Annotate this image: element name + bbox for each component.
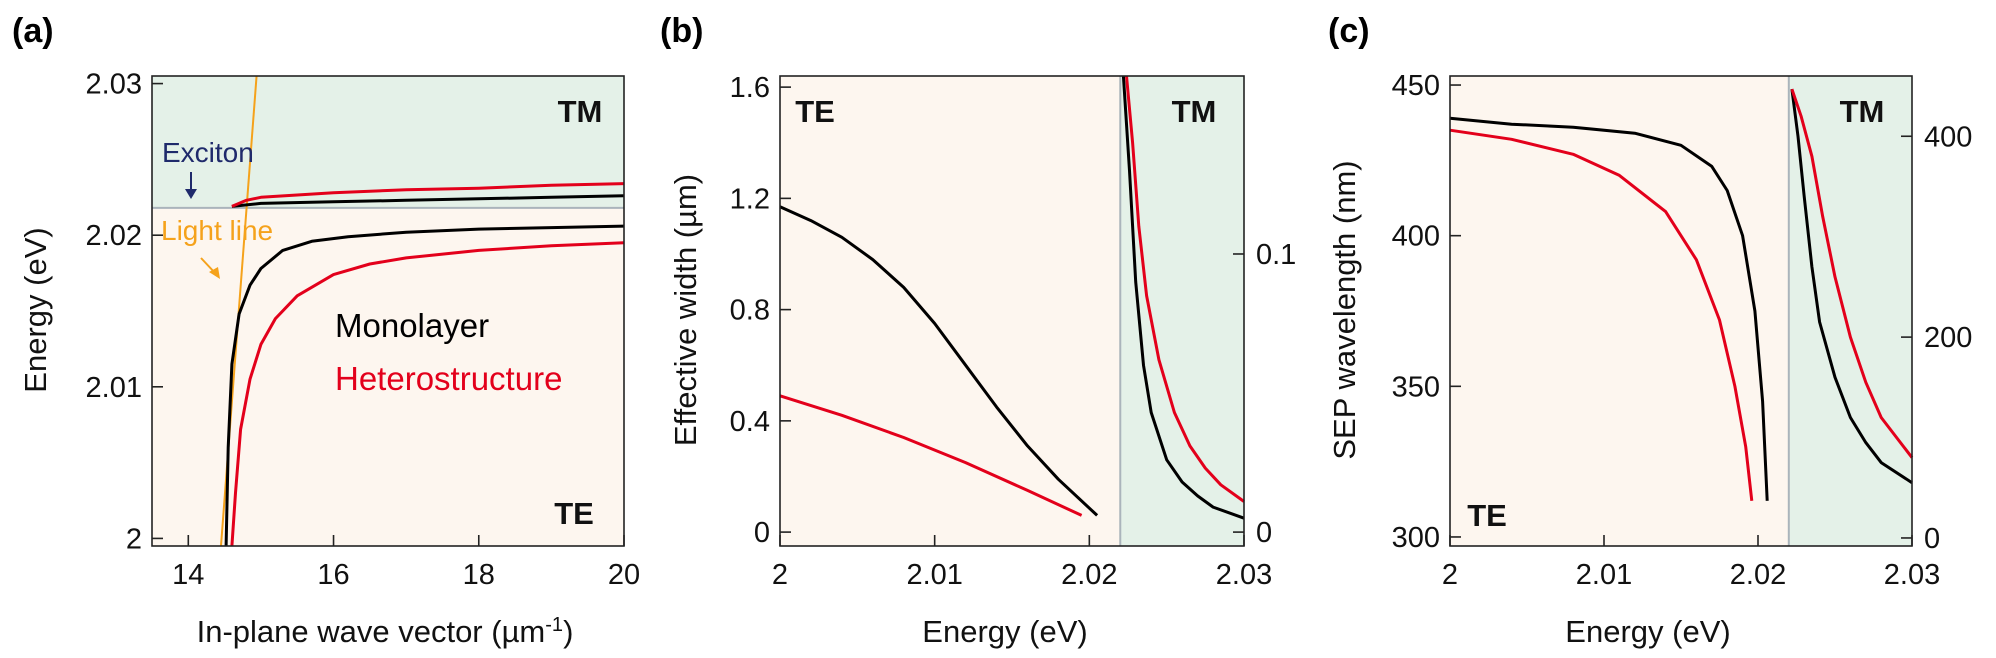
panel-a-y-axis-title: Energy (eV)	[18, 227, 53, 392]
x-tick-label: 18	[463, 559, 495, 591]
panel-b-y-axis-title: Effective width (µm)	[668, 174, 703, 446]
tm-region-background	[1788, 76, 1912, 546]
y-tick-label: 400	[1392, 221, 1440, 253]
heterostructure-curve-c-3	[1790, 88, 1914, 459]
exciton-arrow-head	[185, 189, 197, 199]
heterostructure-curve-b-1	[779, 394, 1083, 517]
x-tick-label: 2.03	[1884, 559, 1940, 591]
y-tick-label: 0.8	[730, 295, 770, 327]
monolayer-curve-c-2	[1790, 88, 1913, 484]
panel-a-x-ticks: 14 16 18 20	[172, 535, 640, 591]
panel-a: (a) 14 16 18 20 2 2.01 2.02 2.03 TM TE Exciton…	[12, 12, 640, 649]
y-tick-label: 2	[126, 523, 142, 555]
tm-region-label: TM	[1840, 94, 1885, 129]
panel-c-label: (c)	[1328, 12, 1370, 50]
x-tick-label: 2	[1442, 559, 1458, 591]
panel-a-x-axis-title: In-plane wave vector (µm-1)	[197, 614, 574, 649]
panel-b-y-ticks: 0 0.4 0.8 1.2 1.6	[730, 72, 791, 549]
y-tick-label: 1.6	[730, 72, 770, 104]
x-tick-label: 16	[317, 559, 349, 591]
y-tick-label: 450	[1392, 70, 1440, 102]
y-tick-label: 300	[1392, 522, 1440, 554]
panel-b-x-axis-title: Energy (eV)	[922, 614, 1087, 649]
right-y-tick-label: 0.1	[1256, 239, 1296, 271]
monolayer-curve-a-0	[224, 224, 625, 547]
light-line-arrow-head	[209, 267, 220, 279]
panel-a-series	[219, 75, 625, 547]
legend-heterostructure: Heterostructure	[335, 360, 562, 397]
panel-c-x-axis-title: Energy (eV)	[1565, 614, 1730, 649]
te-region-background	[780, 76, 1121, 546]
right-y-tick-label: 400	[1924, 121, 1972, 153]
exciton-annotation: Exciton	[162, 137, 254, 168]
right-y-tick-label: 200	[1924, 322, 1972, 354]
panel-b-label: (b)	[660, 12, 703, 50]
panel-c-series	[1449, 88, 1914, 501]
right-y-tick-label: 0	[1256, 517, 1272, 549]
x-tick-label: 2.03	[1216, 559, 1272, 591]
panel-c-right-y-ticks: 0 200 400	[1901, 121, 1972, 555]
right-y-tick-label: 0	[1924, 523, 1940, 555]
heterostructure-curve-a-1	[230, 241, 625, 547]
te-region-label: TE	[1467, 498, 1507, 533]
panel-b-frame	[779, 75, 1245, 547]
te-region-background	[1450, 76, 1789, 546]
y-tick-label: 350	[1392, 371, 1440, 403]
panel-a-frame	[151, 75, 625, 547]
y-tick-label: 2.02	[86, 220, 142, 252]
heterostructure-curve-b-3	[1125, 75, 1245, 503]
x-tick-label: 2.02	[1730, 559, 1786, 591]
te-region-label: TE	[795, 94, 835, 129]
panel-b-right-y-ticks: 00.1	[1233, 239, 1296, 549]
legend-monolayer: Monolayer	[335, 307, 489, 344]
panel-c-frame	[1449, 75, 1913, 547]
y-tick-label: 2.03	[86, 69, 142, 101]
te-region-label: TE	[554, 496, 594, 531]
y-tick-label: 1.2	[730, 183, 770, 215]
heterostructure-curve-c-1	[1449, 128, 1754, 501]
monolayer-curve-b-2	[1121, 75, 1245, 520]
panel-b-series	[779, 75, 1245, 520]
x-tick-label: 2	[772, 559, 788, 591]
x-tick-label: 2.01	[906, 559, 962, 591]
panel-b-x-ticks: 2 2.01 2.02 2.03	[772, 535, 1272, 591]
x-tick-label: 14	[172, 559, 204, 591]
tm-region-label: TM	[558, 94, 603, 129]
panel-a-y-ticks: 2 2.01 2.02 2.03	[86, 69, 163, 555]
x-tick-label: 2.02	[1061, 559, 1117, 591]
panel-c: (c) 2 2.01 2.02 2.03 300 350 400 450 0 200 400 T…	[1327, 12, 1972, 649]
monolayer-curve-a-2	[231, 194, 625, 208]
y-tick-label: 0	[754, 517, 770, 549]
monolayer-curve-b-0	[779, 205, 1099, 517]
panel-c-y-ticks: 300 350 400 450	[1392, 70, 1461, 554]
y-tick-label: 2.01	[86, 372, 142, 404]
panel-c-y-axis-title: SEP wavelength (nm)	[1327, 160, 1362, 459]
tm-region-background	[1120, 76, 1244, 546]
panel-a-label: (a)	[12, 12, 54, 50]
panel-b: (b) 2 2.01 2.02 2.03 00.40.81.21.6 00.1 TE …	[660, 12, 1296, 649]
x-tick-label: 2.01	[1576, 559, 1632, 591]
heterostructure-curve-a-3	[231, 182, 625, 208]
tm-region-label: TM	[1172, 94, 1217, 129]
panel-c-x-ticks: 2 2.01 2.02 2.03	[1442, 535, 1940, 591]
x-tick-label: 20	[608, 559, 640, 591]
monolayer-curve-c-0	[1449, 116, 1769, 501]
y-tick-label: 0.4	[730, 406, 770, 438]
light-line-annotation: Light line	[161, 215, 273, 246]
